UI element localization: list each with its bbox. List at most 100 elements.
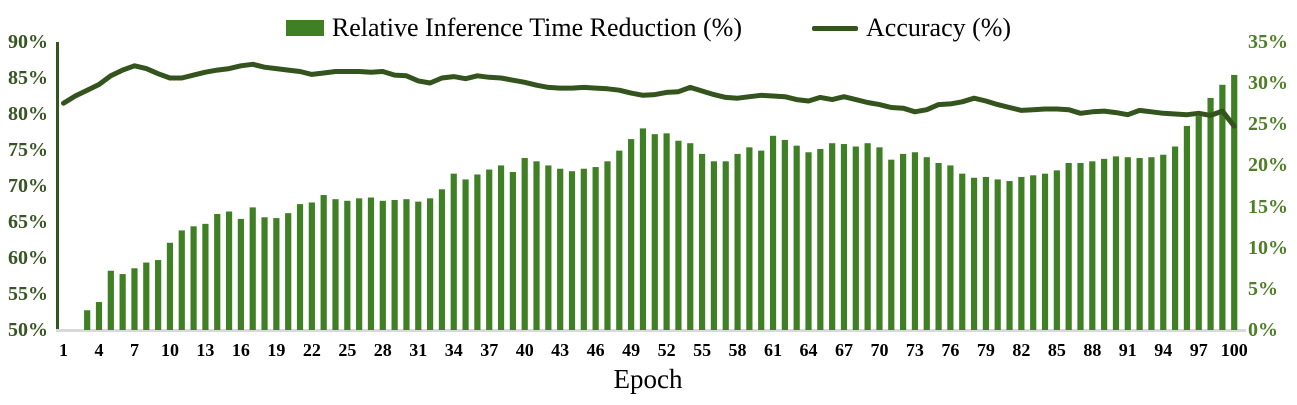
bar-epoch-44 <box>568 171 576 330</box>
x-axis-tick-73: 73 <box>905 340 924 360</box>
bar-epoch-11 <box>178 230 185 330</box>
bar-epoch-75 <box>935 162 942 330</box>
bar-epoch-56 <box>710 161 717 330</box>
bar-epoch-19 <box>273 218 280 330</box>
right-axis-tick-0%: 0% <box>1248 319 1278 341</box>
right-axis-tick-35%: 35% <box>1248 31 1288 53</box>
bar-epoch-6 <box>119 274 126 330</box>
bar-epoch-32 <box>427 198 434 330</box>
left-axis-tick-90%: 90% <box>8 31 48 53</box>
bar-epoch-52 <box>663 133 670 330</box>
bar-epoch-3 <box>84 310 91 330</box>
bar-epoch-88 <box>1089 161 1096 330</box>
bar-epoch-43 <box>557 168 564 330</box>
x-axis-tick-91: 91 <box>1118 340 1137 360</box>
bar-epoch-64 <box>805 152 812 330</box>
bar-epoch-50 <box>639 128 647 330</box>
bar-epoch-69 <box>864 143 871 330</box>
bar-epoch-80 <box>994 179 1001 330</box>
bar-epoch-58 <box>734 153 741 330</box>
bar-epoch-94 <box>1160 154 1167 330</box>
bar-epoch-46 <box>592 167 599 330</box>
bar-epoch-9 <box>155 260 162 330</box>
left-axis-tick-65%: 65% <box>8 211 48 233</box>
bar-epoch-15 <box>225 211 233 330</box>
bar-epoch-99 <box>1219 84 1226 330</box>
bar-epoch-97 <box>1195 116 1202 330</box>
x-axis-tick-34: 34 <box>444 340 463 360</box>
bar-epoch-42 <box>545 165 552 330</box>
x-axis-tick-85: 85 <box>1047 340 1066 360</box>
left-axis-line <box>56 42 59 332</box>
x-axis-tick-43: 43 <box>551 340 570 360</box>
accuracy-line <box>61 61 1237 129</box>
right-axis-tick-15%: 15% <box>1248 195 1288 218</box>
x-axis-tick-1: 1 <box>59 340 68 360</box>
x-axis-tick-4: 4 <box>94 340 104 360</box>
bar-epoch-71 <box>888 159 895 330</box>
left-axis-tick-70%: 70% <box>8 175 48 197</box>
bar-epoch-65 <box>817 148 824 330</box>
bar-epoch-61 <box>769 135 777 330</box>
bar-epoch-10 <box>166 242 174 330</box>
bar-epoch-53 <box>675 140 682 330</box>
bar-epoch-5 <box>107 270 114 330</box>
bar-epoch-59 <box>746 147 753 330</box>
left-axis-tick-50%: 50% <box>8 319 48 341</box>
bar-epoch-81 <box>1006 181 1013 330</box>
bar-epoch-57 <box>722 161 729 330</box>
x-axis-tick-49: 49 <box>622 340 641 360</box>
x-axis-tick-70: 70 <box>870 340 889 360</box>
bar-epoch-54 <box>687 143 694 330</box>
x-axis-tick-31: 31 <box>409 340 428 360</box>
bar-epoch-91 <box>1124 157 1131 330</box>
bar-epoch-34 <box>450 173 457 330</box>
x-axis-tick-55: 55 <box>693 340 712 360</box>
bar-epoch-98 <box>1207 97 1214 330</box>
bar-epoch-12 <box>190 226 197 330</box>
bar-epoch-37 <box>486 169 493 330</box>
right-axis-tick-10%: 10% <box>1248 236 1288 259</box>
x-axis-tick-97: 97 <box>1189 340 1208 360</box>
bar-epoch-62 <box>781 139 788 330</box>
bar-epoch-63 <box>793 145 800 330</box>
bar-epoch-67 <box>840 144 848 330</box>
x-axis-title: Epoch <box>613 364 683 394</box>
bar-epoch-84 <box>1041 173 1049 330</box>
bar-epoch-79 <box>982 176 989 330</box>
legend-label-reduction: Relative Inference Time Reduction (%) <box>331 13 743 42</box>
bar-epoch-76 <box>947 165 954 330</box>
bar-epoch-49 <box>628 139 635 330</box>
right-axis-tick-20%: 20% <box>1248 154 1288 177</box>
bar-epoch-90 <box>1112 156 1120 330</box>
bar-epoch-17 <box>249 207 256 330</box>
bar-epoch-7 <box>131 268 138 330</box>
legend-label-accuracy: Accuracy (%) <box>866 13 1012 42</box>
combo-chart-canvas <box>61 61 1238 330</box>
x-axis-tick-16: 16 <box>231 340 250 360</box>
left-axis-tick-55%: 55% <box>8 283 48 305</box>
bar-epoch-41 <box>533 161 540 330</box>
bar-series-swatch <box>285 20 324 36</box>
bar-epoch-96 <box>1183 125 1191 330</box>
x-axis-line <box>56 329 1246 332</box>
plot-area <box>57 42 1240 330</box>
left-axis-tick-80%: 80% <box>8 103 48 125</box>
x-axis-tick-82: 82 <box>1012 340 1031 360</box>
bar-epoch-77 <box>959 173 966 330</box>
bar-epoch-92 <box>1136 158 1143 330</box>
x-axis-tick-25: 25 <box>338 340 357 360</box>
bar-epoch-18 <box>261 217 268 330</box>
bar-epoch-72 <box>900 153 907 330</box>
legend-item-reduction: Relative Inference Time Reduction (%) <box>285 13 743 43</box>
legend-item-accuracy: Accuracy (%) <box>812 13 1011 43</box>
x-axis-tick-28: 28 <box>373 340 392 360</box>
bar-epoch-93 <box>1148 157 1155 330</box>
x-axis-tick-100: 100 <box>1220 340 1248 360</box>
x-axis-tick-37: 37 <box>480 340 499 360</box>
line-series-swatch <box>812 25 859 31</box>
bar-epoch-35 <box>462 179 469 330</box>
bar-epoch-87 <box>1077 162 1084 330</box>
bar-epoch-29 <box>391 199 398 330</box>
